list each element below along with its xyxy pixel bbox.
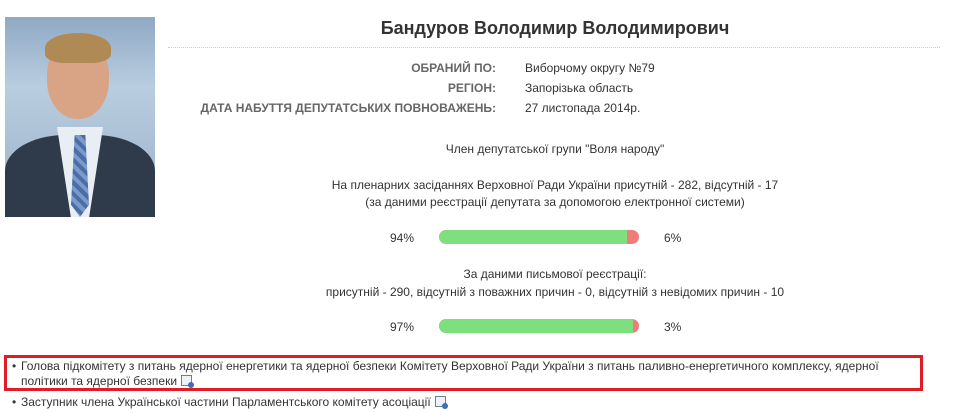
deputy-name: Бандуров Володимир Володимирович bbox=[380, 18, 730, 38]
written-absent-percent: 3% bbox=[664, 320, 682, 334]
mandate-date-value: 27 листопада 2014р. bbox=[525, 101, 641, 115]
plenary-present-fill bbox=[439, 230, 627, 244]
elected-by-value: Виборчому округу №79 bbox=[525, 61, 655, 75]
written-present-percent: 97% bbox=[389, 320, 414, 334]
region-value: Запорізька область bbox=[525, 81, 634, 95]
plenary-absent-percent: 6% bbox=[664, 231, 682, 245]
region-label: РЕГІОН: bbox=[447, 81, 496, 95]
plenary-attendance-note: (за даними реєстрації депутата за допомо… bbox=[365, 195, 745, 209]
elected-by-label: ОБРАНИЙ ПО: bbox=[411, 61, 496, 75]
name-divider bbox=[168, 47, 940, 48]
list-item: • Заступник члена Української частини Па… bbox=[12, 395, 917, 410]
post-text: Заступник члена Української частини Парл… bbox=[21, 395, 431, 409]
document-icon[interactable] bbox=[181, 375, 195, 388]
written-registration-details: присутній - 290, відсутній з поважних пр… bbox=[325, 285, 785, 299]
plenary-attendance-text: На пленарних засіданнях Верховної Ради У… bbox=[331, 178, 779, 192]
deputy-photo bbox=[5, 17, 155, 217]
list-item: • Голова підкомітету з питань ядерної ен… bbox=[12, 359, 917, 389]
bullet: • bbox=[12, 359, 17, 373]
post-text: Голова підкомітету з питань ядерної енер… bbox=[21, 359, 879, 388]
plenary-attendance-bar bbox=[439, 230, 639, 244]
written-registration-title: За даними письмової реєстрації: bbox=[463, 267, 647, 281]
highlight-frame bbox=[4, 355, 923, 391]
document-icon[interactable] bbox=[434, 396, 448, 409]
written-present-fill bbox=[439, 319, 633, 333]
bullet: • bbox=[12, 395, 17, 409]
group-membership: Член депутатської групи "Воля народу" bbox=[445, 142, 665, 156]
written-attendance-bar bbox=[439, 319, 639, 333]
plenary-present-percent: 94% bbox=[389, 231, 414, 245]
mandate-date-label: ДАТА НАБУТТЯ ДЕПУТАТСЬКИХ ПОВНОВАЖЕНЬ: bbox=[200, 101, 496, 115]
